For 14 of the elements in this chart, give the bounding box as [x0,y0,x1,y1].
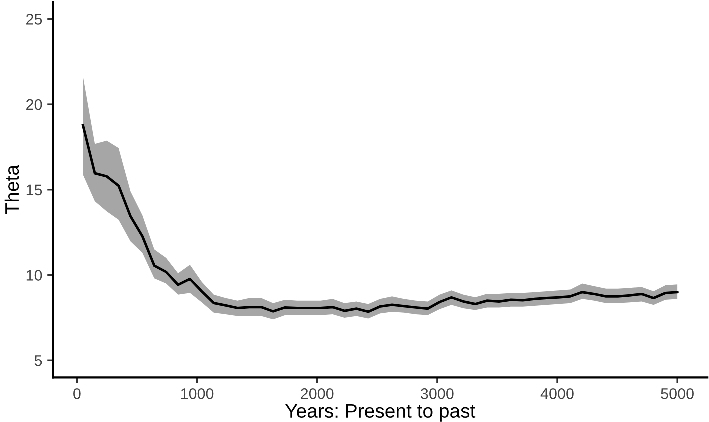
line-series [82,124,679,314]
y-tick-label: 25 [26,14,42,25]
x-axis-title: Years: Present to past [286,404,476,422]
x-tick-label: 5000 [661,388,694,400]
y-tick-label: 5 [34,356,42,366]
x-tick-label: 2000 [301,388,334,400]
y-tick-label: 10 [26,270,42,281]
x-tick-label: 1000 [181,388,214,400]
y-tick-label: 20 [26,99,42,110]
y-tick-label: 15 [26,184,42,196]
x-tick-label: 3000 [421,388,454,400]
x-tick-label: 0 [74,388,81,400]
x-tick-label: 4000 [540,388,574,400]
y-axis-title: Theta [4,165,20,214]
